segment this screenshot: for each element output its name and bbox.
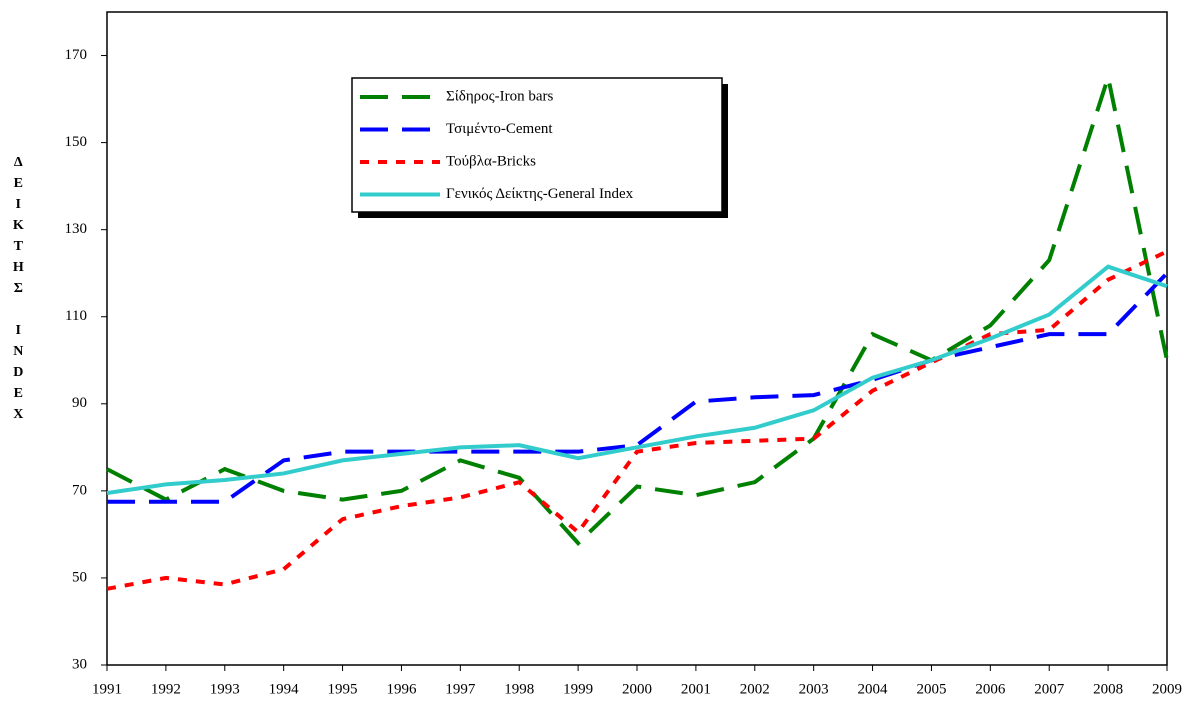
series-line (106, 69, 1169, 546)
legend-label: Τούβλα-Bricks (446, 153, 536, 169)
x-tick-label: 1998 (504, 681, 534, 697)
x-tick-label: 1994 (269, 681, 300, 697)
x-tick-label: 2001 (681, 681, 711, 697)
x-tick-label: 2007 (1034, 681, 1065, 697)
legend-label: Τσιμέντο-Cement (446, 121, 553, 137)
y-tick-label: 30 (72, 656, 87, 672)
y-tick-label: 110 (65, 308, 87, 324)
y-tick-label: 150 (65, 134, 88, 150)
x-tick-label: 2002 (740, 681, 770, 697)
x-tick-label: 1997 (445, 681, 476, 697)
x-tick-label: 1992 (151, 681, 181, 697)
x-tick-label: 2000 (622, 681, 652, 697)
series-line (106, 249, 1168, 591)
y-tick-label: 170 (65, 47, 88, 63)
series-line (106, 264, 1168, 496)
legend-label: Σίδηρος-Iron bars (446, 88, 553, 104)
x-tick-label: 1991 (92, 681, 122, 697)
x-tick-label: 1993 (210, 681, 240, 697)
x-tick-label: 1996 (386, 681, 417, 697)
legend (351, 77, 723, 213)
x-tick-label: 1999 (563, 681, 593, 697)
legend-label: Γενικός Δείκτης-General Index (446, 186, 634, 202)
x-tick-label: 2003 (799, 681, 829, 697)
y-axis-label: ΔΕΙΚΤΗΣ INDEX (11, 155, 26, 428)
x-tick-label: 2009 (1152, 681, 1182, 697)
x-tick-label: 2005 (916, 681, 946, 697)
x-tick-label: 2006 (975, 681, 1006, 697)
y-tick-label: 70 (72, 482, 87, 498)
x-tick-label: 1995 (328, 681, 358, 697)
y-tick-label: 130 (65, 221, 88, 237)
series-line (107, 271, 1169, 504)
x-tick-label: 2004 (858, 681, 889, 697)
y-tick-label: 90 (72, 395, 87, 411)
x-tick-label: 2008 (1093, 681, 1123, 697)
y-tick-label: 50 (72, 569, 87, 585)
